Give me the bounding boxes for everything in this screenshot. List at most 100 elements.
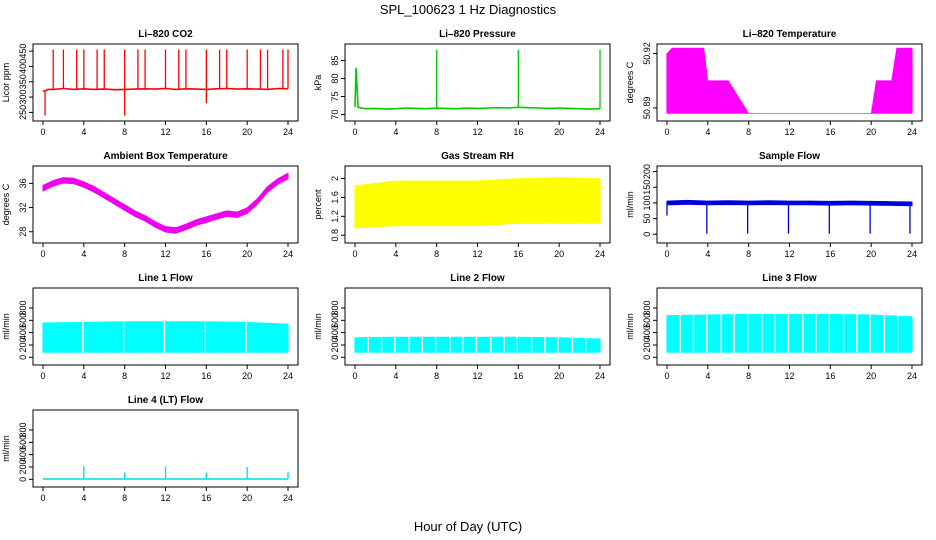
y-tick-label: 0	[642, 232, 652, 237]
data-series-line	[354, 67, 601, 110]
panel-data	[42, 172, 289, 234]
x-tick-label: 0	[352, 127, 357, 137]
x-tick-label: 12	[160, 127, 170, 137]
x-tick-label: 24	[595, 249, 605, 259]
panel-title: Line 3 Flow	[762, 273, 817, 284]
x-tick-label: 8	[122, 249, 127, 259]
y-axis-label: degrees C	[1, 183, 11, 225]
x-tick-label: 8	[122, 493, 127, 503]
y-tick-label: 600	[18, 313, 28, 328]
y-tick-label: 0.8	[330, 229, 340, 242]
panel-data	[666, 313, 913, 361]
panel-5: Gas Stream RH 0 4 8 12 16 20 24 0.8 1.2 1.6 2 percen…	[313, 151, 611, 259]
x-tick-label: 0	[352, 371, 357, 381]
x-tick-label: 8	[434, 371, 439, 381]
x-tick-label: 20	[242, 493, 252, 503]
plot-frame	[344, 287, 611, 366]
data-series-line	[43, 87, 289, 92]
panel-data	[42, 320, 289, 361]
x-tick-label: 20	[554, 127, 564, 137]
x-tick-label: 0	[40, 493, 45, 503]
x-tick-label: 8	[434, 249, 439, 259]
x-axis: 0 4 8 12 16 20 24	[40, 243, 293, 259]
panel-data	[43, 466, 289, 480]
data-band	[42, 172, 289, 234]
y-tick-label: 400	[18, 447, 28, 462]
panel-3: Li–820 Temperature 0 4 8 12 16 20 24 50.89 50.92 d…	[625, 29, 923, 137]
y-tick-label: 400	[18, 325, 28, 340]
x-tick-label: 24	[283, 493, 293, 503]
x-tick-label: 16	[825, 249, 835, 259]
x-tick-label: 24	[283, 249, 293, 259]
x-tick-label: 12	[472, 127, 482, 137]
x-tick-label: 16	[201, 127, 211, 137]
y-tick-label: 250	[18, 105, 28, 120]
x-tick-label: 12	[784, 249, 794, 259]
y-axis-label: ml/min	[1, 313, 11, 340]
panel-title: Li–820 Temperature	[743, 29, 837, 40]
x-tick-label: 20	[554, 249, 564, 259]
y-tick-label: 200	[18, 459, 28, 474]
x-tick-label: 8	[434, 127, 439, 137]
y-tick-label: 1.6	[330, 191, 340, 204]
y-axis-label: ml/min	[625, 313, 635, 340]
y-axis: 28 32 36	[18, 178, 33, 237]
y-tick-label: 200	[330, 337, 340, 352]
x-tick-label: 24	[595, 371, 605, 381]
x-tick-label: 0	[40, 127, 45, 137]
y-tick-label: 350	[18, 74, 28, 89]
panel-data	[666, 47, 913, 114]
x-tick-label: 4	[393, 249, 398, 259]
x-tick-label: 16	[825, 127, 835, 137]
y-tick-label: 200	[642, 164, 652, 179]
y-tick-label: 600	[18, 435, 28, 450]
x-tick-label: 20	[866, 249, 876, 259]
y-tick-label: 2	[330, 176, 340, 181]
panel-title: Li–820 CO2	[138, 29, 193, 40]
x-tick-label: 16	[201, 371, 211, 381]
x-tick-label: 16	[201, 249, 211, 259]
y-tick-label: 400	[642, 325, 652, 340]
panel-title: Gas Stream RH	[441, 151, 514, 162]
x-tick-label: 12	[472, 249, 482, 259]
y-tick-label: 300	[18, 90, 28, 105]
x-tick-label: 4	[393, 127, 398, 137]
y-axis-label: ml/min	[313, 313, 323, 340]
x-tick-label: 20	[866, 127, 876, 137]
y-tick-label: 800	[18, 301, 28, 316]
x-axis: 0 4 8 12 16 20 24	[40, 487, 293, 503]
y-axis-label: degrees C	[625, 61, 635, 103]
x-axis: 0 4 8 12 16 20 24	[352, 243, 605, 259]
x-axis: 0 4 8 12 16 20 24	[664, 365, 917, 381]
x-axis-label: Hour of Day (UTC)	[414, 519, 522, 534]
x-axis: 0 4 8 12 16 20 24	[352, 365, 605, 381]
panel-title: Line 2 Flow	[450, 273, 505, 284]
y-tick-label: 70	[330, 109, 340, 119]
y-axis: 0.8 1.2 1.6 2	[330, 176, 345, 241]
y-tick-label: 50	[642, 214, 652, 224]
data-series-line	[42, 175, 289, 232]
x-tick-label: 4	[81, 249, 86, 259]
x-tick-label: 4	[81, 127, 86, 137]
x-tick-label: 20	[866, 371, 876, 381]
x-tick-label: 0	[352, 249, 357, 259]
panel-title: Ambient Box Temperature	[103, 151, 228, 162]
x-tick-label: 24	[907, 371, 917, 381]
x-tick-label: 16	[513, 127, 523, 137]
x-tick-label: 24	[907, 249, 917, 259]
data-band	[666, 47, 913, 114]
panel-data	[666, 199, 913, 234]
x-tick-label: 12	[472, 371, 482, 381]
x-tick-label: 8	[122, 371, 127, 381]
panel-title: Line 4 (LT) Flow	[128, 395, 204, 406]
